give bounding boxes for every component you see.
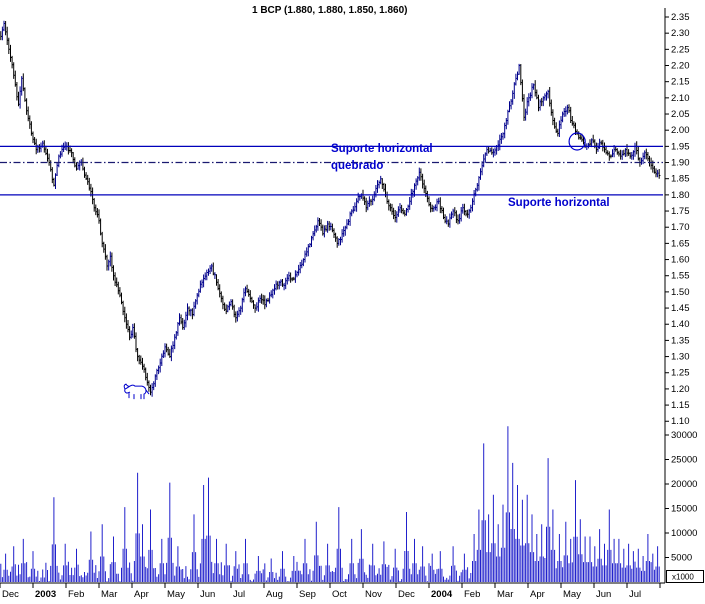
price-tick-label: 2.35 [671,12,690,23]
price-tick-label: 1.60 [671,255,690,266]
month-label: Dec [2,589,19,600]
month-label: Jun [596,589,611,600]
month-label: Feb [68,589,84,600]
price-tick-label: 1.80 [671,190,690,201]
chart-annotations [123,132,586,400]
price-tick-label: 1.45 [671,303,690,314]
month-label: 2004 [431,589,453,600]
price-tick-label: 1.85 [671,174,690,185]
month-label: May [563,589,581,600]
price-tick-label: 2.25 [671,44,690,55]
month-label: Apr [530,589,545,600]
month-label: Nov [365,589,382,600]
price-tick-label: 1.30 [671,352,690,363]
price-tick-label: 2.15 [671,77,690,88]
chart-title: 1 BCP (1.880, 1.880, 1.850, 1.860) [252,5,407,16]
support-label: Suporte horizontal [508,197,610,209]
up-bars-path [1,20,659,397]
price-tick-label: 1.65 [671,238,690,249]
axes: 2.35 2.30 2.25 2.20 2.15 2.10 2.05 2.00 1.95 1.90… [0,8,704,600]
broken-support-label-line1: Suporte horizontal [331,143,433,155]
price-tick-label: 1.35 [671,335,690,346]
price-tick-label: 1.15 [671,400,690,411]
month-label: Aug [266,589,283,600]
month-label: May [167,589,185,600]
price-tick-label: 2.20 [671,61,690,72]
month-label: Dec [398,589,415,600]
broken-support-label-line2: quebrado [331,160,383,172]
price-tick-label: 1.70 [671,222,690,233]
price-tick-label: 2.00 [671,125,690,136]
price-tick-label: 2.30 [671,28,690,39]
bull-annotation[interactable] [123,383,150,400]
price-tick-label: 1.75 [671,206,690,217]
support-lines [0,145,663,196]
price-tick-label: 1.90 [671,158,690,169]
month-label: Mar [101,589,117,600]
price-tick-label: 2.05 [671,109,690,120]
circle-annotation[interactable] [568,132,586,151]
price-tick-label: 1.55 [671,271,690,282]
volume-tick-label: 10000 [671,528,697,539]
price-tick-label: 2.10 [671,93,690,104]
month-label: 2003 [35,589,56,600]
down-bars-path [0,21,661,396]
volume-tick-label: 25000 [671,455,697,466]
volume-tick-label: 15000 [671,504,697,515]
month-label: Apr [134,589,149,600]
month-label: Sep [299,589,316,600]
month-label: Oct [332,589,347,600]
volume-tick-label: 20000 [671,479,697,490]
volume-tick-label: 30000 [671,430,697,441]
price-bars [0,20,661,397]
month-label: Jul [233,589,245,600]
month-label: Jul [629,589,641,600]
month-label: Jun [200,589,215,600]
price-tick-label: 1.10 [671,416,690,427]
volume-pane [0,426,660,582]
price-tick-label: 1.20 [671,384,690,395]
volume-unit-label: x1000 [672,573,694,582]
price-tick-label: 1.40 [671,319,690,330]
price-tick-label: 1.50 [671,287,690,298]
price-tick-label: 1.25 [671,368,690,379]
month-label: Mar [497,589,513,600]
month-label: Feb [464,589,480,600]
volume-tick-label: 5000 [671,553,692,564]
price-tick-label: 1.95 [671,141,690,152]
volume-unit-box [666,570,704,583]
volume-bars-path [0,426,660,582]
